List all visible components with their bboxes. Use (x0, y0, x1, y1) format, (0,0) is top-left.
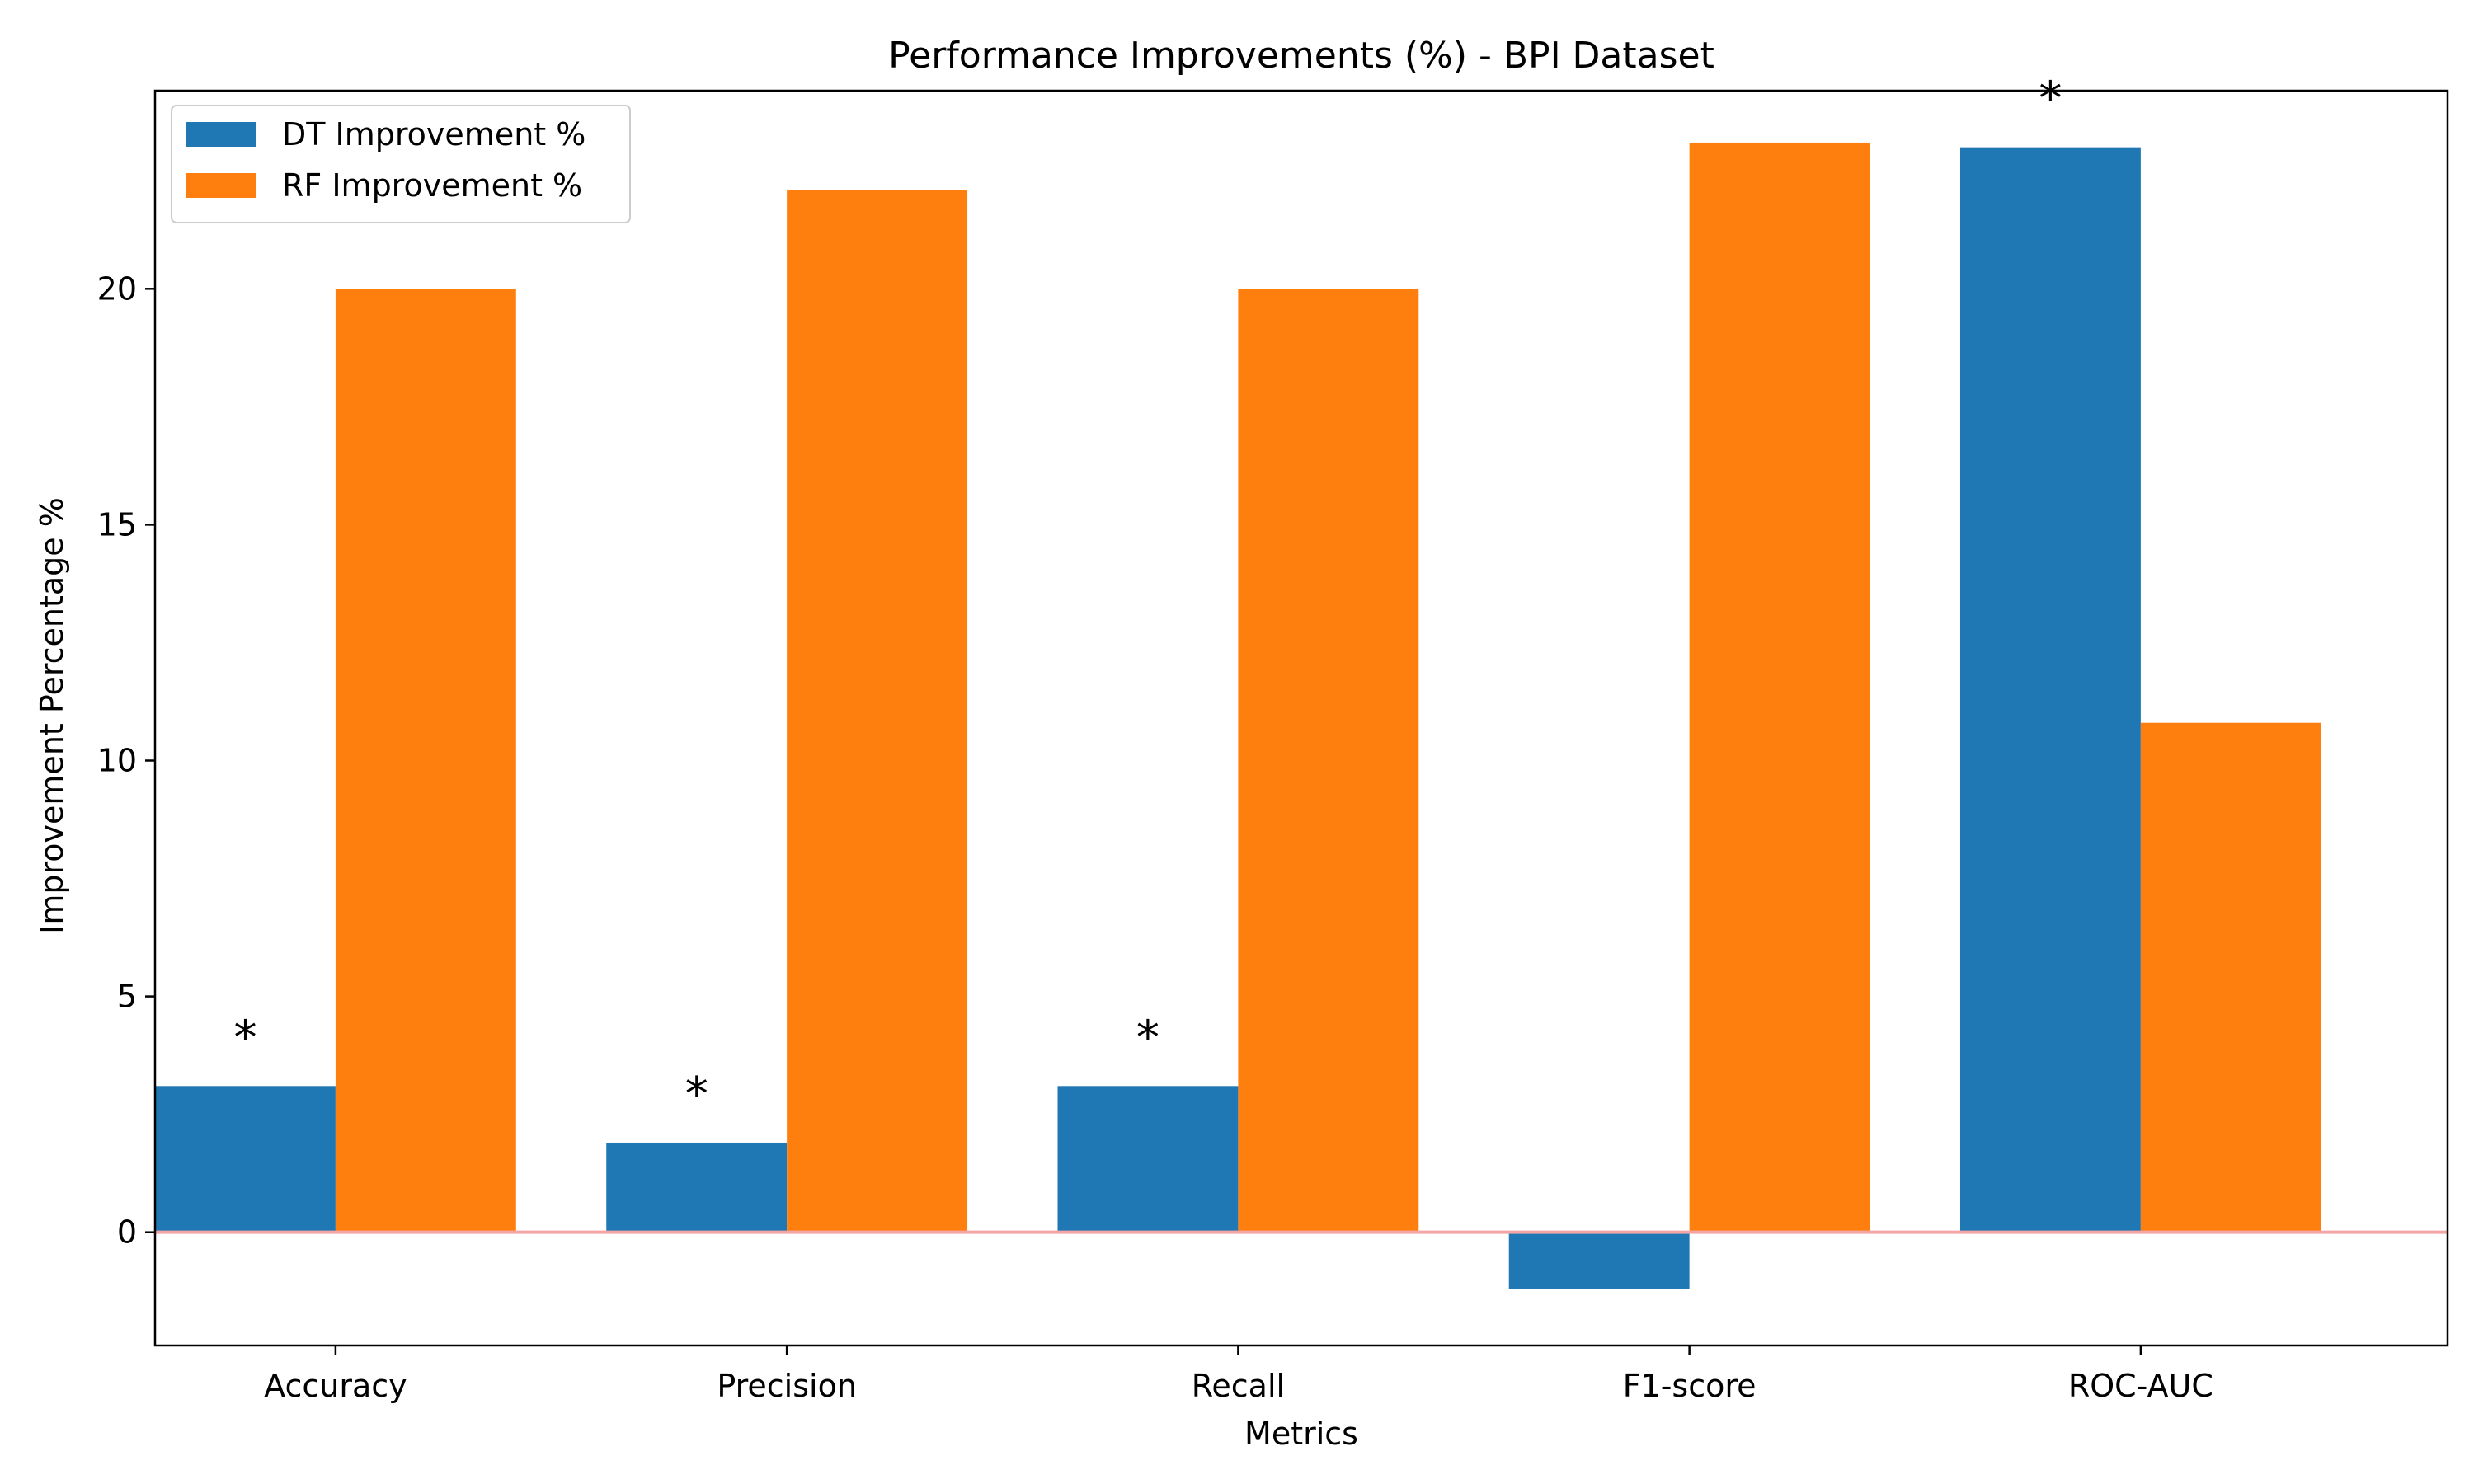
x-tick-label-roc-auc: ROC-AUC (2068, 1368, 2213, 1404)
legend-label-1: RF Improvement % (282, 167, 582, 204)
bar-0-recall (1057, 1086, 1239, 1233)
legend-swatch-1 (186, 173, 256, 198)
y-tick-label: 5 (117, 979, 137, 1015)
x-tick-label-recall: Recall (1192, 1368, 1285, 1404)
bar-1-recall (1238, 289, 1419, 1233)
plot-frame (153, 89, 2449, 1347)
significance-marker-recall: * (1136, 1011, 1159, 1064)
y-tick-label: 15 (97, 506, 137, 542)
x-tick-label-f1-score: F1-score (1623, 1368, 1757, 1404)
bar-0-f1-score (1508, 1232, 1690, 1289)
bar-1-f1-score (1689, 142, 1870, 1233)
x-tick-label-precision: Precision (717, 1368, 857, 1404)
significance-marker-precision: * (685, 1068, 708, 1121)
bar-1-roc-auc (2140, 722, 2321, 1233)
y-axis: 0 5 10 15 20 (97, 270, 155, 1251)
x-axis-label: Metrics (1244, 1416, 1358, 1452)
bars-group (155, 142, 2321, 1289)
bar-0-roc-auc (1959, 147, 2141, 1233)
y-axis-label: Improvement Percentage % (34, 497, 70, 934)
y-tick-label: 20 (97, 270, 137, 307)
legend-box (171, 105, 631, 223)
significance-marker-roc-auc: * (2039, 73, 2062, 126)
bar-0-precision (606, 1142, 788, 1233)
chart-title: Performance Improvements (%) - BPI Datas… (888, 35, 1714, 77)
legend-label-0: DT Improvement % (282, 116, 586, 153)
significance-markers: * * * * (233, 73, 2062, 1121)
legend-swatch-0 (186, 122, 256, 147)
significance-marker-accuracy: * (233, 1011, 256, 1064)
bar-1-precision (787, 190, 968, 1233)
y-tick-label: 0 (117, 1214, 137, 1251)
bar-1-accuracy (335, 289, 516, 1233)
bar-0-accuracy (155, 1086, 336, 1233)
x-tick-label-accuracy: Accuracy (264, 1368, 407, 1404)
y-tick-label: 10 (97, 742, 137, 778)
legend: DT Improvement % RF Improvement % (171, 105, 631, 223)
x-axis: Accuracy Precision Recall F1-score ROC-AUC (264, 1345, 2213, 1404)
